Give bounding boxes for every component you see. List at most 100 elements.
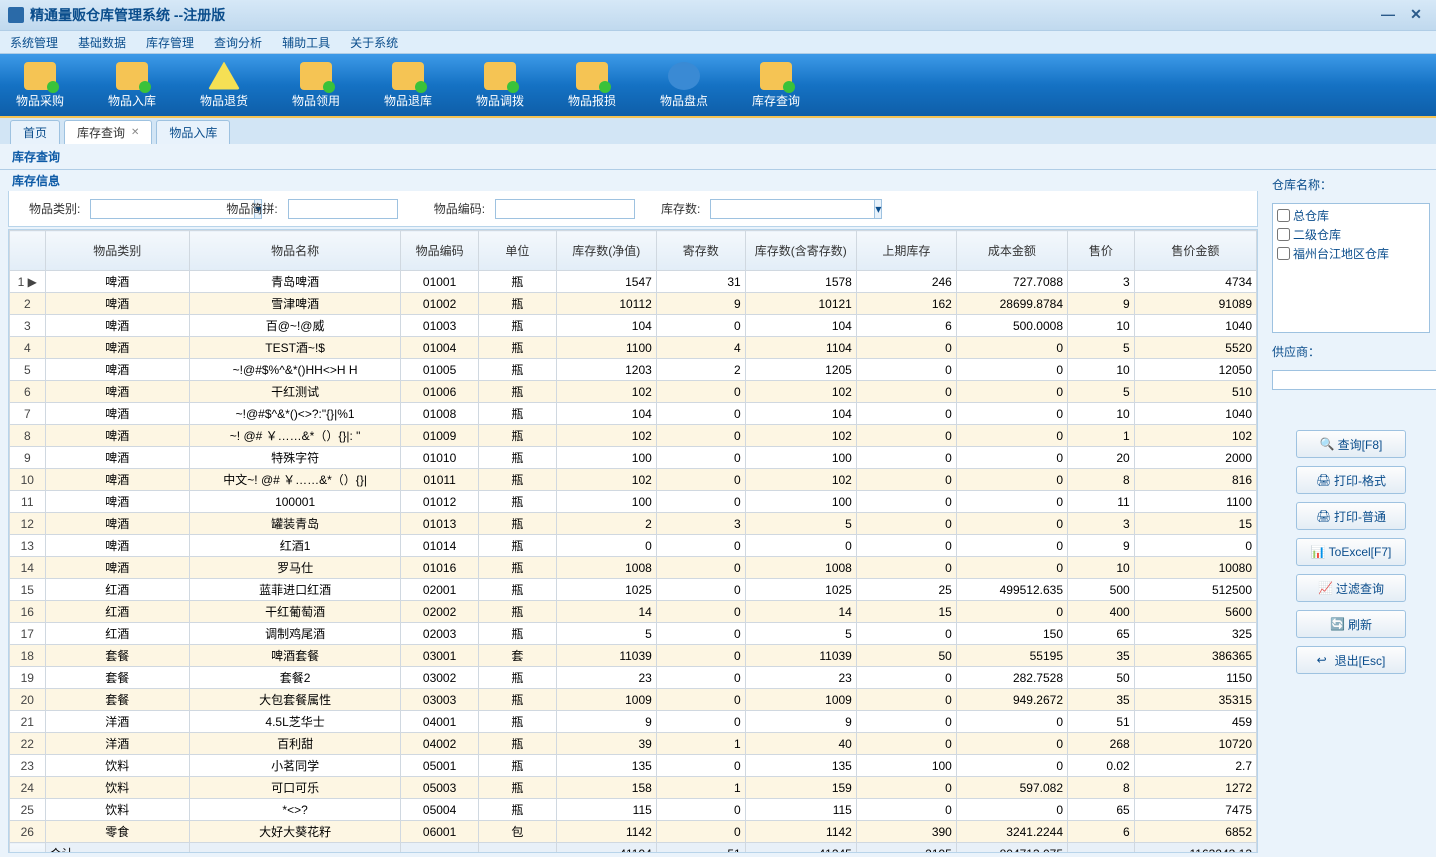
table-row[interactable]: 22洋酒百利甜04002瓶391400026810720 — [10, 733, 1257, 755]
toolbar-button[interactable]: 物品调拨 — [470, 62, 530, 109]
row-header[interactable]: 10 — [10, 469, 46, 491]
close-button[interactable]: ✕ — [1404, 6, 1428, 24]
table-row[interactable]: 11啤酒10000101012瓶100010000111100 — [10, 491, 1257, 513]
table-row[interactable]: 8啤酒~! @# ￥……&*（）{}|: "01009瓶102010200110… — [10, 425, 1257, 447]
toolbar-button[interactable]: 物品退库 — [378, 62, 438, 109]
column-header[interactable]: 物品编码 — [401, 231, 479, 271]
warehouse-item[interactable]: 二级仓库 — [1275, 225, 1427, 244]
column-header[interactable]: 上期库存 — [856, 231, 956, 271]
supplier-combo[interactable] — [1272, 370, 1436, 390]
row-header[interactable]: 15 — [10, 579, 46, 601]
menu-item[interactable]: 系统管理 — [6, 32, 62, 53]
row-header[interactable]: 12 — [10, 513, 46, 535]
row-header[interactable]: 7 — [10, 403, 46, 425]
row-header[interactable]: 17 — [10, 623, 46, 645]
table-row[interactable]: 7啤酒~!@#$^&*()<>?:"{}|%101008瓶10401040010… — [10, 403, 1257, 425]
table-row[interactable]: 10啤酒中文~! @# ￥……&*（）{}|01011瓶102010200881… — [10, 469, 1257, 491]
row-header[interactable]: 24 — [10, 777, 46, 799]
data-grid[interactable]: 物品类别物品名称物品编码单位库存数(净值)寄存数库存数(含寄存数)上期库存成本金… — [8, 229, 1258, 853]
row-header[interactable]: 13 — [10, 535, 46, 557]
column-header[interactable]: 售价金额 — [1134, 231, 1256, 271]
action-button[interactable]: 📊ToExcel[F7] — [1296, 538, 1406, 566]
row-header[interactable]: 25 — [10, 799, 46, 821]
warehouse-item[interactable]: 总仓库 — [1275, 206, 1427, 225]
chevron-down-icon[interactable]: ▾ — [875, 199, 882, 219]
action-button[interactable]: 🔍查询[F8] — [1296, 430, 1406, 458]
table-row[interactable]: 14啤酒罗马仕01016瓶100801008001010080 — [10, 557, 1257, 579]
warehouse-item[interactable]: 福州台江地区仓库 — [1275, 244, 1427, 263]
row-header[interactable]: 6 — [10, 381, 46, 403]
row-header[interactable]: 9 — [10, 447, 46, 469]
table-row[interactable]: 4啤酒TEST酒~!$01004瓶1100411040055520 — [10, 337, 1257, 359]
row-header[interactable]: 16 — [10, 601, 46, 623]
toolbar-button[interactable]: 物品采购 — [10, 62, 70, 109]
table-row[interactable]: 21洋酒4.5L芝华士04001瓶9090051459 — [10, 711, 1257, 733]
tab[interactable]: 库存查询✕ — [64, 120, 152, 144]
column-header[interactable]: 库存数(净值) — [556, 231, 656, 271]
table-row[interactable]: 23饮料小茗同学05001瓶135013510000.022.7 — [10, 755, 1257, 777]
toolbar-button[interactable]: 库存查询 — [746, 62, 806, 109]
column-header[interactable]: 物品名称 — [190, 231, 401, 271]
stock-combo[interactable] — [710, 199, 875, 219]
action-button[interactable]: 🖨打印-格式 — [1296, 466, 1406, 494]
warehouse-checkbox[interactable] — [1277, 228, 1290, 241]
column-header[interactable]: 库存数(含寄存数) — [745, 231, 856, 271]
table-row[interactable]: 15红酒蓝菲进口红酒02001瓶10250102525499512.635500… — [10, 579, 1257, 601]
table-row[interactable]: 19套餐套餐203002瓶230230282.7528501150 — [10, 667, 1257, 689]
row-header[interactable]: 14 — [10, 557, 46, 579]
row-header[interactable]: 26 — [10, 821, 46, 843]
row-header[interactable]: 19 — [10, 667, 46, 689]
row-header[interactable]: 4 — [10, 337, 46, 359]
menu-item[interactable]: 库存管理 — [142, 32, 198, 53]
action-button[interactable]: 🖨打印-普通 — [1296, 502, 1406, 530]
warehouse-list[interactable]: 总仓库二级仓库福州台江地区仓库 — [1272, 203, 1430, 333]
row-header[interactable]: 11 — [10, 491, 46, 513]
table-row[interactable]: 17红酒调制鸡尾酒02003瓶505015065325 — [10, 623, 1257, 645]
warehouse-checkbox[interactable] — [1277, 209, 1290, 222]
row-header[interactable]: 1 ▶ — [10, 271, 46, 293]
menu-item[interactable]: 关于系统 — [346, 32, 402, 53]
toolbar-button[interactable]: 物品盘点 — [654, 62, 714, 109]
row-header[interactable]: 18 — [10, 645, 46, 667]
action-button[interactable]: 🔄刷新 — [1296, 610, 1406, 638]
column-header[interactable]: 物品类别 — [45, 231, 189, 271]
row-header[interactable]: 2 — [10, 293, 46, 315]
code-input[interactable] — [495, 199, 635, 219]
tab[interactable]: 首页 — [10, 120, 60, 144]
action-button[interactable]: ↩退出[Esc] — [1296, 646, 1406, 674]
row-header[interactable]: 22 — [10, 733, 46, 755]
action-button[interactable]: 📈过滤查询 — [1296, 574, 1406, 602]
table-row[interactable]: 6啤酒干红测试01006瓶1020102005510 — [10, 381, 1257, 403]
row-header[interactable]: 20 — [10, 689, 46, 711]
menu-item[interactable]: 辅助工具 — [278, 32, 334, 53]
toolbar-button[interactable]: 物品领用 — [286, 62, 346, 109]
table-row[interactable]: 12啤酒罐装青岛01013瓶23500315 — [10, 513, 1257, 535]
table-row[interactable]: 20套餐大包套餐属性03003瓶1009010090949.2672353531… — [10, 689, 1257, 711]
row-header[interactable]: 3 — [10, 315, 46, 337]
table-row[interactable]: 2啤酒雪津啤酒01002瓶1011291012116228699.8784991… — [10, 293, 1257, 315]
toolbar-button[interactable]: 物品报损 — [562, 62, 622, 109]
row-header[interactable]: 5 — [10, 359, 46, 381]
pinyin-input[interactable] — [288, 199, 398, 219]
close-icon[interactable]: ✕ — [131, 127, 139, 138]
column-header[interactable]: 售价 — [1068, 231, 1135, 271]
warehouse-checkbox[interactable] — [1277, 247, 1290, 260]
table-row[interactable]: 3啤酒百@~!@威01003瓶10401046500.0008101040 — [10, 315, 1257, 337]
column-header[interactable]: 单位 — [478, 231, 556, 271]
tab[interactable]: 物品入库 — [156, 120, 230, 144]
table-row[interactable]: 9啤酒特殊字符01010瓶100010000202000 — [10, 447, 1257, 469]
toolbar-button[interactable]: 物品退货 — [194, 62, 254, 109]
table-row[interactable]: 24饮料可口可乐05003瓶15811590597.08281272 — [10, 777, 1257, 799]
table-row[interactable]: 1 ▶啤酒青岛啤酒01001瓶1547311578246727.70883473… — [10, 271, 1257, 293]
row-header[interactable]: 23 — [10, 755, 46, 777]
table-row[interactable]: 13啤酒红酒101014瓶0000090 — [10, 535, 1257, 557]
column-header[interactable]: 成本金额 — [956, 231, 1067, 271]
table-row[interactable]: 5啤酒~!@#$%^&*()HH<>H H01005瓶1203212050010… — [10, 359, 1257, 381]
toolbar-button[interactable]: 物品入库 — [102, 62, 162, 109]
row-header[interactable]: 8 — [10, 425, 46, 447]
table-row[interactable]: 26零食大好大葵花籽06001包1142011423903241.2244668… — [10, 821, 1257, 843]
table-row[interactable]: 18套餐啤酒套餐03001套11039011039505519535386365 — [10, 645, 1257, 667]
minimize-button[interactable]: — — [1376, 6, 1400, 24]
column-header[interactable]: 寄存数 — [656, 231, 745, 271]
table-row[interactable]: 16红酒干红葡萄酒02002瓶140141504005600 — [10, 601, 1257, 623]
